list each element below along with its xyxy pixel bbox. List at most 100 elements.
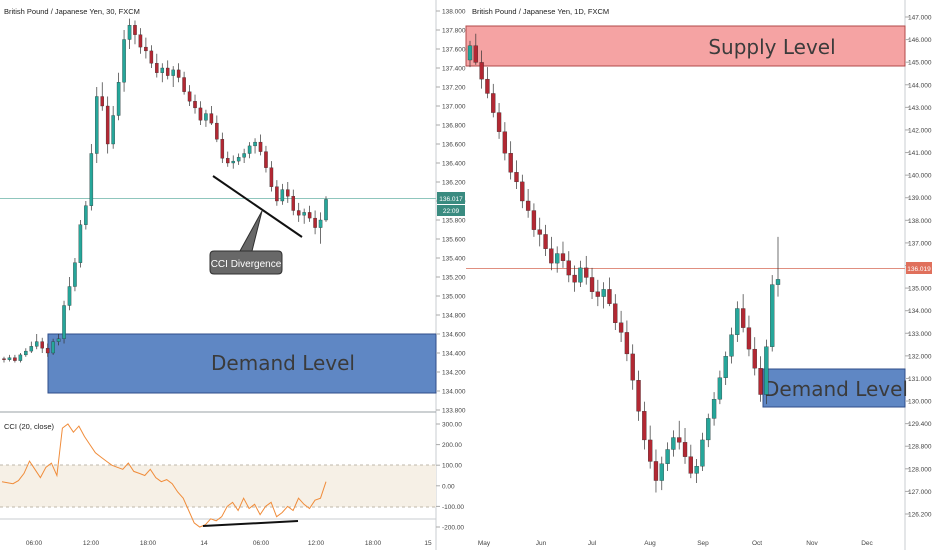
cci-axis-label: 200.00: [442, 442, 462, 449]
left-time-label: 12:00: [83, 540, 100, 547]
candle-body: [236, 157, 241, 162]
right-time-label: Oct: [752, 540, 762, 547]
right-demand-label: Demand Level: [764, 377, 908, 401]
left-axis-label: 134.800: [442, 313, 466, 320]
candle-body: [648, 439, 653, 462]
left-axis-label: 134.000: [442, 389, 466, 396]
left-axis-label: 135.600: [442, 237, 466, 244]
candle-body: [286, 189, 290, 197]
right-chart-title: British Pound / Japanese Yen, 1D, FXCM: [472, 7, 609, 16]
right-axis-label: 127.000: [908, 489, 932, 496]
candle-body: [514, 172, 519, 183]
candle-body: [247, 145, 252, 154]
candle-body: [105, 105, 110, 145]
candle-body: [653, 461, 659, 481]
supply-zone: [465, 25, 906, 67]
candle-body: [764, 346, 769, 395]
left-axis-label: 138.000: [442, 9, 466, 16]
right-price-tag-text: 136.019: [907, 266, 931, 273]
candle-body: [740, 308, 746, 328]
right-axis-label: 141.000: [908, 150, 932, 157]
candle-body: [589, 277, 595, 292]
candle-body: [671, 437, 676, 450]
right-time-label: Nov: [806, 540, 818, 547]
left-time-label: 18:00: [140, 540, 157, 547]
candle-body: [226, 158, 230, 164]
candle-body: [84, 205, 88, 225]
cci-axis-label: 300.00: [442, 422, 462, 429]
supply-label: Supply Level: [708, 35, 835, 59]
candle-body: [613, 303, 618, 323]
candle-body: [467, 45, 473, 61]
candle-body: [209, 113, 214, 124]
candle-body: [572, 274, 577, 283]
candle-body: [630, 353, 635, 381]
candle-body: [2, 358, 6, 360]
left-time-label: 06:00: [253, 540, 270, 547]
candle-body: [688, 456, 693, 474]
candle-body: [155, 63, 159, 73]
left-price-tag-text: 136.017: [439, 196, 463, 203]
candle-body: [636, 380, 641, 412]
candle-body: [171, 69, 175, 76]
right-axis-label: 133.000: [908, 331, 932, 338]
candle-body: [502, 131, 508, 154]
right-time-label: Jun: [536, 540, 547, 547]
candle-body: [723, 356, 728, 378]
left-axis-label: 137.800: [442, 28, 466, 35]
candle-body: [215, 122, 219, 140]
candle-body: [165, 67, 170, 76]
candle-body: [479, 62, 484, 80]
candle-body: [318, 219, 323, 228]
candle-body: [665, 449, 670, 464]
candle-body: [193, 101, 197, 109]
left-time-label: 12:00: [308, 540, 325, 547]
left-axis-label: 134.200: [442, 370, 466, 377]
candle-body: [111, 115, 115, 145]
right-axis-label: 146.000: [908, 37, 932, 44]
candle-body: [601, 289, 606, 297]
candle-body: [473, 45, 478, 63]
candle-body: [95, 96, 99, 154]
cci-axis-label: 0.00: [442, 483, 455, 490]
left-axis-label: 135.800: [442, 218, 466, 225]
right-time-label: Jul: [588, 540, 597, 547]
candle-body: [280, 189, 285, 202]
candle-body: [144, 46, 148, 52]
candle-body: [566, 260, 571, 276]
candle-body: [307, 212, 312, 219]
candle-body: [549, 248, 554, 264]
candle-body: [491, 93, 496, 113]
right-axis-label: 135.000: [908, 286, 932, 293]
right-chart-panel[interactable]: Supply Level Demand Level 147.000 146.000…: [465, 0, 932, 550]
candle-body: [242, 153, 246, 158]
candle-body: [770, 284, 775, 347]
candle-body: [160, 67, 165, 73]
candle-body: [253, 141, 257, 147]
candle-body: [62, 305, 66, 339]
divergence-line-price: [212, 175, 303, 238]
candle-body: [531, 210, 537, 230]
right-axis-label: 139.000: [908, 195, 932, 202]
right-axis-label: 144.000: [908, 82, 932, 89]
cci-panel[interactable]: 300.00 200.00 100.00 0.00 -100.00 -200.00 CCI…: [0, 422, 464, 532]
left-chart-title: British Pound / Japanese Yen, 30, FXCM: [4, 7, 140, 16]
candle-body: [508, 153, 513, 173]
candle-body: [659, 463, 664, 481]
left-axis-label: 134.400: [442, 351, 466, 358]
candle-body: [18, 354, 23, 361]
right-time-label: Dec: [861, 540, 873, 547]
candle-body: [584, 267, 589, 278]
candle-body: [127, 25, 132, 40]
candle-body: [677, 437, 682, 443]
left-chart-panel[interactable]: Demand Level 138.000 137.800 137.600 137.40…: [0, 0, 466, 550]
candle-body: [264, 151, 268, 168]
candle-body: [40, 341, 44, 349]
candle-body: [138, 34, 143, 48]
left-demand-label: Demand Level: [211, 351, 355, 375]
left-time-label: 06:00: [26, 540, 43, 547]
candle-body: [711, 399, 717, 419]
candle-body: [560, 253, 566, 261]
right-time-axis: May Jun Jul Aug Sep Oct Nov Dec: [478, 540, 874, 547]
